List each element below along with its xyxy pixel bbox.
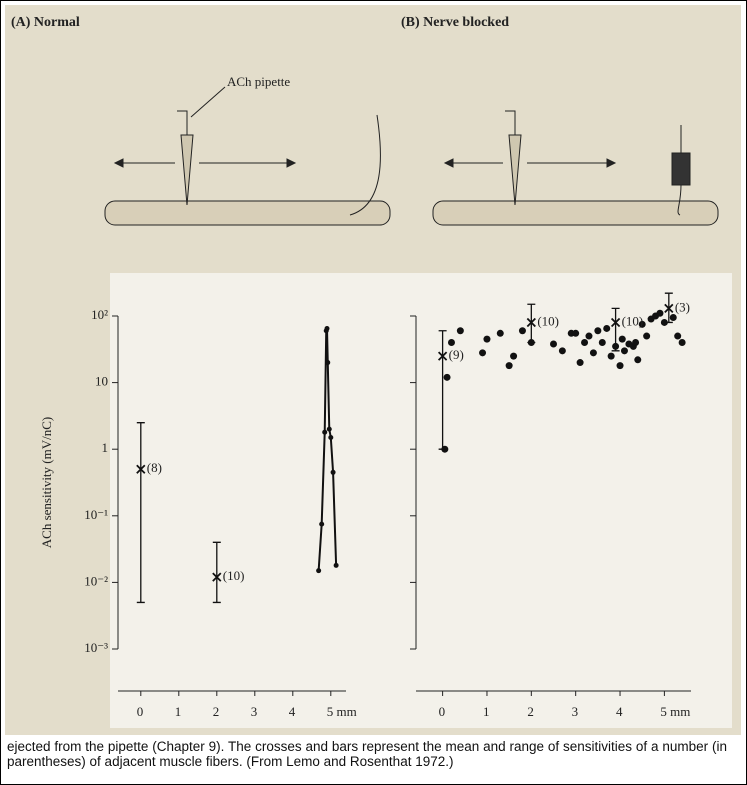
data-point bbox=[316, 568, 322, 574]
data-point bbox=[558, 347, 566, 355]
data-point bbox=[319, 521, 325, 527]
x-tick-label: 1 bbox=[483, 704, 490, 719]
mean-cross bbox=[136, 464, 146, 474]
mean-cross bbox=[664, 303, 674, 314]
data-point bbox=[328, 434, 334, 440]
data-point bbox=[483, 335, 491, 343]
error-bar bbox=[136, 422, 145, 604]
data-point bbox=[607, 352, 615, 360]
data-point bbox=[572, 329, 580, 337]
x-tick-label: 2 bbox=[213, 704, 220, 719]
data-point bbox=[550, 340, 557, 348]
data-point bbox=[620, 347, 628, 355]
data-line bbox=[317, 328, 338, 571]
y-tick-label: 10⁻³ bbox=[84, 640, 108, 655]
mean-cross bbox=[437, 351, 448, 361]
data-point bbox=[581, 339, 589, 347]
count-label: (9) bbox=[449, 347, 464, 362]
x-tick-label: 0 bbox=[137, 704, 144, 719]
mean-cross bbox=[526, 317, 536, 328]
data-point bbox=[510, 352, 518, 360]
error-bar bbox=[438, 330, 447, 450]
y-axis-label: ACh sensitivity (mV/nC) bbox=[39, 417, 54, 548]
x-tick-label: 0 bbox=[439, 704, 446, 719]
diagram-b bbox=[432, 110, 719, 226]
data-point bbox=[656, 309, 664, 317]
caption: ejected from the pipette (Chapter 9). Th… bbox=[7, 739, 727, 769]
count-label: (10) bbox=[622, 313, 644, 328]
count-label: (3) bbox=[675, 299, 690, 314]
y-tick-label: 10² bbox=[91, 307, 108, 322]
x-tick-label: 1 bbox=[175, 704, 182, 719]
data-point bbox=[333, 562, 339, 568]
error-bar bbox=[212, 541, 221, 604]
x-tick-label: 2 bbox=[527, 704, 534, 719]
data-point bbox=[678, 339, 686, 347]
data-point bbox=[643, 332, 651, 340]
x-tick-label: 3 bbox=[572, 704, 579, 719]
data-point bbox=[505, 362, 513, 370]
data-point bbox=[618, 335, 626, 343]
count-label: (8) bbox=[147, 460, 162, 475]
data-point bbox=[456, 327, 464, 335]
x-tick-label: 5 mm bbox=[660, 704, 690, 719]
y-tick-label: 10⁻² bbox=[84, 573, 108, 588]
data-point bbox=[325, 360, 331, 366]
data-point bbox=[603, 324, 611, 332]
error-bar bbox=[611, 307, 620, 352]
data-point bbox=[322, 429, 328, 435]
data-point bbox=[324, 325, 330, 331]
x-tick-label: 4 bbox=[616, 704, 623, 719]
count-label: (10) bbox=[223, 568, 245, 583]
annotation: ACh pipette bbox=[227, 74, 290, 89]
data-point bbox=[632, 339, 640, 347]
data-point bbox=[479, 349, 487, 357]
x-tick-label: 4 bbox=[289, 704, 296, 719]
data-point bbox=[616, 362, 624, 370]
figure: ACh pipette (A) Normal ACh sensitivity (m… bbox=[5, 5, 741, 735]
data-point bbox=[330, 469, 336, 475]
data-point bbox=[669, 313, 677, 321]
data-point bbox=[674, 332, 682, 340]
data-point bbox=[638, 320, 646, 328]
y-tick-label: 10⁻¹ bbox=[84, 507, 108, 522]
data-point bbox=[326, 426, 332, 432]
data-point bbox=[496, 329, 504, 337]
panel-title: (A) Normal bbox=[11, 15, 80, 30]
count-label: (10) bbox=[537, 313, 559, 328]
data-point bbox=[598, 339, 606, 347]
data-point bbox=[589, 349, 597, 357]
data-point bbox=[585, 332, 593, 340]
data-point bbox=[447, 339, 455, 347]
x-tick-label: 5 mm bbox=[327, 704, 357, 719]
plot-background bbox=[110, 273, 732, 728]
y-tick-label: 1 bbox=[102, 440, 109, 455]
data-point bbox=[576, 359, 584, 367]
x-tick-label: 3 bbox=[251, 704, 257, 719]
data-point bbox=[634, 356, 642, 364]
data-point bbox=[660, 318, 668, 326]
y-tick-label: 10 bbox=[95, 374, 108, 389]
data-point bbox=[443, 373, 451, 381]
mean-cross bbox=[212, 572, 222, 582]
diagram-a bbox=[104, 86, 391, 226]
mean-cross bbox=[610, 317, 621, 328]
data-point bbox=[594, 327, 602, 335]
data-point bbox=[518, 327, 526, 335]
panel-title: (B) Nerve blocked bbox=[401, 15, 509, 30]
